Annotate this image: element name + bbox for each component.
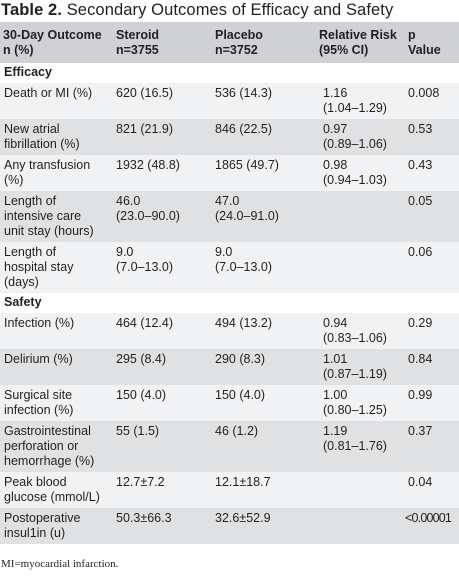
- cell-relative-risk: [315, 242, 404, 293]
- cell-placebo: 12.1±18.7: [215, 475, 271, 489]
- cell-p-value: 0.99: [408, 388, 433, 402]
- cell-outcome: Postoperative insul1in (u): [4, 511, 81, 540]
- cell-steroid: 1932 (48.8): [116, 158, 180, 172]
- header-relative-risk: Relative Risk (95% CI): [319, 28, 397, 57]
- cell-outcome: Delirium (%): [4, 352, 73, 366]
- cell-relative-risk: [315, 191, 404, 242]
- cell-steroid: 9.0 (7.0–13.0): [116, 245, 173, 274]
- cell-relative-risk: [315, 508, 404, 544]
- table-row: Length of hospital stay (days) 9.0 (7.0–13.0…: [0, 242, 459, 293]
- cell-p-value: 0.43: [408, 158, 433, 172]
- cell-p-value: 0.05: [408, 194, 433, 208]
- cell-steroid: 50.3±66.3: [116, 511, 172, 525]
- cell-steroid: 12.7±7.2: [116, 475, 165, 489]
- cell-outcome: Length of intensive care unit stay (hours): [4, 194, 94, 238]
- cell-relative-risk: 1.01 (0.87–1.19): [323, 352, 387, 381]
- cell-p-value: <0.00001: [405, 511, 452, 525]
- table-row: Peak blood glucose (mmol/L) 12.7±7.2 12.1±1…: [0, 472, 459, 508]
- section-row-safety: Safety: [0, 293, 459, 313]
- cell-relative-risk: 0.97 (0.89–1.06): [323, 122, 387, 151]
- cell-placebo: 9.0 (7.0–13.0): [215, 245, 272, 274]
- table-row: Death or MI (%) 620 (16.5) 536 (14.3) 1.16(…: [0, 83, 459, 119]
- cell-relative-risk: 0.98 (0.94–1.03): [323, 158, 387, 187]
- cell-relative-risk: [315, 472, 404, 508]
- section-row-efficacy: Efficacy: [0, 63, 459, 83]
- cell-steroid: 620 (16.5): [116, 86, 173, 100]
- cell-placebo: 1865 (49.7): [215, 158, 279, 172]
- cell-p-value: 0.008: [408, 86, 440, 100]
- cell-placebo: 846 (22.5): [215, 122, 272, 136]
- table-row: Length of intensive care unit stay (hours)…: [0, 191, 459, 242]
- cell-relative-risk: 1.16 (1.04–1.29): [323, 86, 387, 115]
- table-number: Table 2.: [1, 1, 63, 19]
- cell-steroid: 150 (4.0): [116, 388, 167, 402]
- cell-steroid: 821 (21.9): [116, 122, 173, 136]
- cell-relative-risk: 1.00 (0.80–1.25): [323, 388, 387, 417]
- cell-outcome: Surgical site infection (%): [4, 388, 74, 417]
- table-row: Gastrointestinal perforation or hemorrhage…: [0, 421, 459, 472]
- section-label-safety: Safety: [4, 295, 42, 309]
- cell-placebo: 46 (1.2): [215, 424, 259, 438]
- cell-p-value: 0.04: [408, 475, 433, 489]
- cell-p-value: 0.29: [408, 316, 433, 330]
- header-placebo: Placebo n=3752: [215, 28, 263, 57]
- outcomes-table: 30-Day Outcome n (%) Steroid n=3755 Placeb…: [0, 22, 459, 544]
- table-row: Postoperative insul1in (u) 50.3±66.3 32.6±5…: [0, 508, 459, 544]
- cell-p-value: 0.37: [408, 424, 433, 438]
- cell-p-value: 0.53: [408, 122, 433, 136]
- header-outcome: 30-Day Outcome n (%): [3, 28, 102, 57]
- cell-p-value: 0.84: [408, 352, 433, 366]
- table-row: New atrial fibrillation (%) 821 (21.9) 846 …: [0, 119, 459, 155]
- cell-outcome: New atrial fibrillation (%): [4, 122, 80, 151]
- cell-relative-risk: 1.19 (0.81–1.76): [323, 424, 387, 453]
- cell-p-value: 0.06: [408, 245, 433, 259]
- cell-placebo: 494 (13.2): [215, 316, 272, 330]
- table-body: Efficacy Death or MI (%) 620 (16.5) 536 (1…: [0, 63, 459, 544]
- table-caption: Secondary Outcomes of Efficacy and Safet…: [62, 1, 394, 19]
- cell-outcome: Any transfusion (%): [4, 158, 91, 187]
- cell-steroid: 55 (1.5): [116, 424, 160, 438]
- cell-relative-risk: 0.94 (0.83–1.06): [323, 316, 387, 345]
- cell-steroid: 46.0 (23.0–90.0): [116, 194, 180, 223]
- cell-outcome: Infection (%): [4, 316, 75, 330]
- cell-outcome: Death or MI (%): [4, 86, 93, 100]
- header-row: 30-Day Outcome n (%) Steroid n=3755 Placeb…: [0, 22, 459, 63]
- cell-steroid: 464 (12.4): [116, 316, 173, 330]
- cell-steroid: 295 (8.4): [116, 352, 167, 366]
- cell-outcome: Peak blood glucose (mmol/L): [4, 475, 100, 504]
- cell-placebo: 47.0 (24.0–91.0): [215, 194, 279, 223]
- cell-placebo: 290 (8.3): [215, 352, 266, 366]
- header-p-value: p Value: [408, 28, 441, 57]
- table-row: Infection (%) 464 (12.4) 494 (13.2) 0.94 (0.…: [0, 313, 459, 349]
- cell-placebo: 150 (4.0): [215, 388, 266, 402]
- cell-outcome: Gastrointestinal perforation or hemorrhage…: [4, 424, 95, 468]
- table-row: Delirium (%) 295 (8.4) 290 (8.3) 1.01 (0.87–…: [0, 349, 459, 385]
- cell-outcome: Length of hospital stay (days): [4, 245, 74, 289]
- cell-placebo: 536 (14.3): [215, 86, 272, 100]
- table-row: Any transfusion (%) 1932 (48.8) 1865 (49.7)…: [0, 155, 459, 191]
- table-row: Surgical site infection (%) 150 (4.0) 150 (…: [0, 385, 459, 421]
- table-title: Table 2. Secondary Outcomes of Efficacy …: [0, 0, 459, 22]
- section-label-efficacy: Efficacy: [4, 65, 52, 79]
- cell-placebo: 32.6±52.9: [215, 511, 271, 525]
- footnote: MI=myocardial infarction.: [1, 558, 119, 570]
- header-steroid: Steroid n=3755: [116, 28, 160, 57]
